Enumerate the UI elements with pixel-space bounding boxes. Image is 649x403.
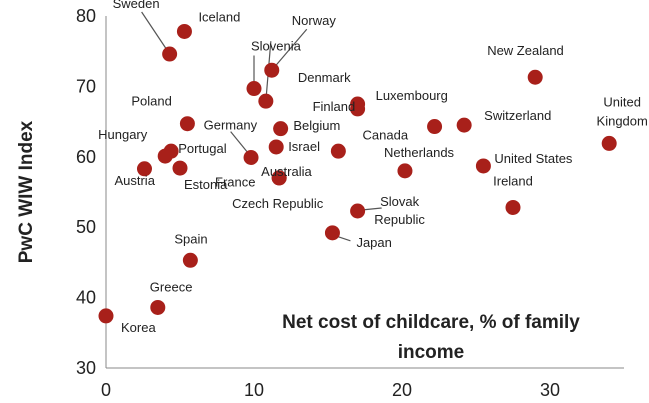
point-label-japan: Japan [356, 235, 391, 250]
tick-labels: 30 40 50 60 70 80 0 10 20 30 [76, 6, 560, 400]
x-axis-label-line1: Net cost of childcare, % of family [282, 312, 580, 333]
point-netherlands [397, 163, 413, 179]
point-slovak-republic [350, 203, 366, 219]
point-label-luxembourg: Luxembourg [376, 88, 448, 103]
x-tick-label-0: 0 [101, 380, 111, 400]
point-austria [136, 161, 152, 177]
point-israel [268, 139, 284, 155]
point-label-norway: Norway [292, 13, 337, 28]
leader-line-norway [271, 28, 308, 71]
point-iceland [176, 23, 192, 39]
point-norway [264, 62, 280, 78]
point-japan [324, 225, 340, 241]
point-united-states [475, 158, 491, 174]
data-points [98, 23, 617, 324]
point-label-spain: Spain [174, 231, 207, 246]
point-label-israel: Israel [288, 139, 320, 154]
point-label-estonia: Estonia [184, 177, 228, 192]
point-label-germany: Germany [204, 118, 258, 133]
point-canada [427, 119, 443, 135]
point-label-greece: Greece [150, 279, 193, 294]
point-label-hungary: Hungary [98, 127, 148, 142]
x-tick-label-10: 10 [244, 380, 264, 400]
y-tick-label-70: 70 [76, 76, 96, 96]
point-label-ireland: Ireland [493, 173, 533, 188]
point-label-czech-republic: Czech Republic [232, 196, 324, 211]
point-sweden [162, 46, 178, 62]
point-czech-republic [271, 170, 287, 186]
point-label-belgium: Belgium [293, 118, 340, 133]
point-germany [273, 121, 289, 137]
point-label-sweden: Sweden [113, 0, 160, 11]
point-new-zealand [527, 69, 543, 85]
point-label-poland: Poland [131, 94, 171, 109]
y-tick-label-40: 40 [76, 288, 96, 308]
point-portugal [157, 148, 173, 164]
point-label-switzerland: Switzerland [484, 108, 551, 123]
point-label-australia: Australia [261, 164, 312, 179]
point-france [243, 150, 259, 166]
point-denmark [258, 93, 274, 109]
point-label-netherlands: Netherlands [384, 145, 455, 160]
y-tick-label-50: 50 [76, 217, 96, 237]
point-ireland [505, 199, 521, 215]
y-tick-label-30: 30 [76, 358, 96, 378]
point-label-slovenia: Slovenia [251, 39, 302, 54]
point-greece [150, 299, 166, 315]
point-label-austria: Austria [114, 173, 155, 188]
point-label-korea: Korea [121, 320, 156, 335]
point-spain [182, 252, 198, 268]
point-label-canada: Canada [363, 128, 409, 143]
point-label-portugal: Portugal [178, 141, 227, 156]
point-label-united-kingdom: United Kingdom [597, 94, 648, 128]
x-tick-label-20: 20 [392, 380, 412, 400]
point-poland [179, 116, 195, 132]
point-labels: Sweden Iceland Norway Slovenia Denmark New Ze… [98, 0, 648, 335]
y-tick-label-80: 80 [76, 6, 96, 26]
point-label-denmark: Denmark [298, 70, 351, 85]
point-label-slovak-republic: Slovak Republic [374, 194, 425, 227]
point-label-united-states: United States [494, 151, 573, 166]
point-slovenia [246, 81, 262, 97]
point-label-new-zealand: New Zealand [487, 43, 564, 58]
x-axis-label-line2: income [398, 342, 465, 363]
leader-line-sweden [141, 11, 171, 55]
point-label-france: France [215, 175, 255, 190]
y-axis-label: PwC WIW Index [16, 120, 37, 263]
point-estonia [172, 160, 188, 176]
point-switzerland [456, 117, 472, 133]
point-label-iceland: Iceland [198, 9, 240, 24]
point-korea [98, 308, 114, 324]
point-belgium [330, 143, 346, 159]
x-tick-label-30: 30 [540, 380, 560, 400]
point-finland [350, 101, 366, 117]
point-united-kingdom [601, 135, 617, 151]
y-tick-label-60: 60 [76, 147, 96, 167]
point-label-finland: Finland [313, 99, 356, 114]
